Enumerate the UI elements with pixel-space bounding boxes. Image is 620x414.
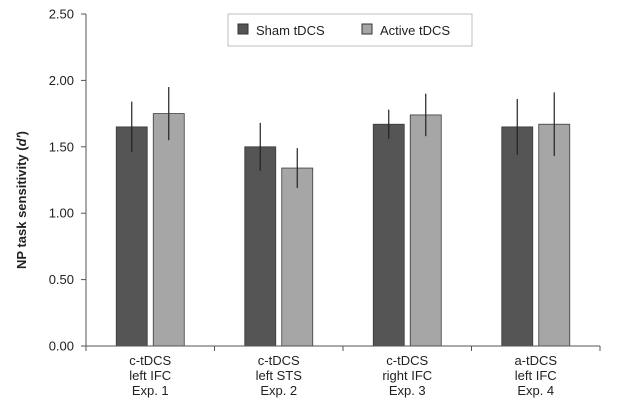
legend-swatch-active — [361, 23, 373, 35]
x-category-label: c-tDCS left IFC Exp. 1 — [129, 353, 171, 398]
svg-text:NP task sensitivity (d'): NP task sensitivity (d') — [14, 131, 29, 269]
x-category-label: c-tDCS right IFC Exp. 3 — [382, 353, 432, 398]
bar — [538, 123, 571, 347]
bar — [152, 113, 185, 347]
y-tick-label: 0.00 — [49, 339, 74, 354]
y-tick-label: 2.50 — [49, 7, 74, 22]
x-category-label-line: c-tDCS — [129, 353, 171, 368]
legend-swatch-sham — [237, 23, 249, 35]
x-category-label-line: right IFC — [382, 368, 432, 383]
bars-group — [115, 87, 571, 347]
y-axis-title-variable: d' — [14, 134, 29, 146]
bar — [372, 123, 405, 347]
x-category-label-line: Exp. 4 — [517, 383, 554, 398]
y-tick-label: 2.00 — [49, 73, 74, 88]
bar — [244, 146, 277, 347]
x-category-label-line: Exp. 2 — [260, 383, 297, 398]
bar — [501, 126, 534, 347]
y-tick-label: 1.50 — [49, 139, 74, 154]
x-category-label-line: Exp. 3 — [389, 383, 426, 398]
legend-label-sham: Sham tDCS — [256, 23, 325, 38]
x-axis: c-tDCS left IFC Exp. 1c-tDCS left STS Exp. 2… — [85, 345, 601, 398]
y-tick-label: 1.00 — [49, 206, 74, 221]
x-category-label-line: left IFC — [515, 368, 557, 383]
y-axis-title-end: ) — [14, 131, 29, 135]
legend: Sham tDCS Active tDCS — [227, 13, 473, 47]
y-axis: 0.00 0.50 1.00 1.50 2.00 2.50 — [49, 7, 87, 354]
bar — [115, 126, 148, 347]
x-category-label-line: c-tDCS — [386, 353, 428, 368]
legend-label-active: Active tDCS — [380, 23, 450, 38]
bar — [409, 114, 442, 347]
x-category-label-line: left STS — [256, 368, 303, 383]
y-axis-title-main: NP task sensitivity ( — [14, 146, 29, 269]
y-axis-title: NP task sensitivity (d') — [14, 131, 29, 269]
bar — [281, 167, 314, 347]
x-category-label: c-tDCS left STS Exp. 2 — [256, 353, 303, 398]
x-category-label-line: left IFC — [129, 368, 171, 383]
y-tick-label: 0.50 — [49, 272, 74, 287]
x-category-label-line: Exp. 1 — [132, 383, 169, 398]
x-category-label: a-tDCS left IFC Exp. 4 — [514, 353, 557, 398]
x-category-label-line: c-tDCS — [258, 353, 300, 368]
x-category-label-line: a-tDCS — [514, 353, 557, 368]
legend-box — [227, 13, 473, 47]
